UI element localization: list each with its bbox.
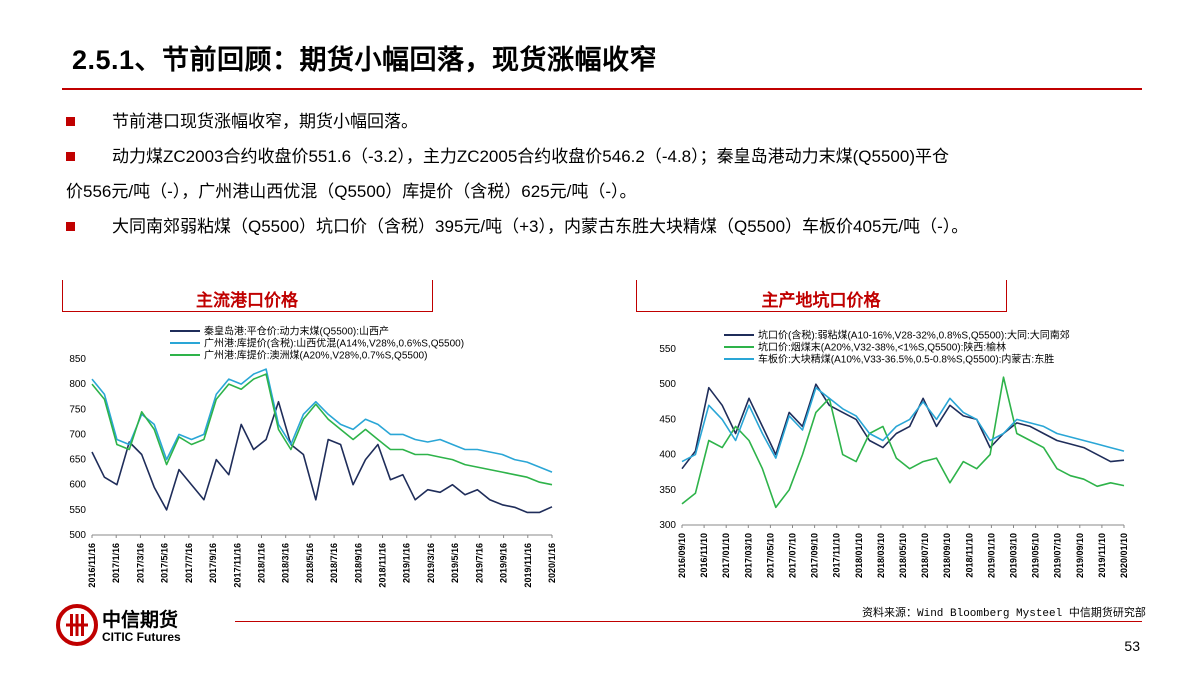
series-line-1: [91, 368, 553, 473]
port-price-chart: 500 550 600 650 700 750 800 850 2016/11/16 2017/1…: [69, 325, 557, 588]
x-tick-label: 2018/3/16: [281, 543, 291, 583]
x-tick-label: 2019/9/16: [499, 543, 509, 583]
x-tick-label: 2019/09/10: [1075, 533, 1085, 578]
y-tick-label: 350: [659, 485, 676, 496]
x-tick-label: 2019/3/16: [426, 543, 436, 583]
x-tick-label: 2019/07/10: [1053, 533, 1063, 578]
y-tick-label: 800: [69, 379, 86, 390]
chart-title-underline: [62, 311, 432, 312]
x-tick-label: 2020/01/10: [1119, 533, 1129, 578]
bullet-text: 节前港口现货涨幅收窄，期货小幅回落。: [112, 112, 418, 131]
page-number: 53: [1124, 638, 1140, 654]
x-tick-label: 2018/9/16: [353, 543, 363, 583]
title-underline: [62, 88, 1142, 90]
series-line-2: [681, 386, 1125, 463]
x-tick-label: 2019/5/16: [450, 543, 460, 583]
x-tick-label: 2019/01/10: [986, 533, 996, 578]
source-note: 资料来源：Wind Bloomberg Mysteel 中信期货研究部: [862, 608, 1146, 620]
legend-entry-1: 坑口价:烟煤末(A20%,V32-38%,<1%S,Q5500):陕西:榆林: [758, 341, 1006, 354]
x-tick-label: 2017/11/10: [832, 533, 842, 578]
chart-title-side: [1006, 280, 1007, 312]
bullet-text: 大同南郊弱粘煤（Q5500）坑口价（含税）395元/吨（+3），内蒙古东胜大块精…: [112, 217, 969, 236]
page-title: 2.5.1、节前回顾：期货小幅回落，现货涨幅收窄: [72, 45, 658, 75]
bullet-square-icon: [66, 222, 75, 231]
x-tick-label: 2018/5/16: [305, 543, 315, 583]
x-tick-label: 2017/09/10: [810, 533, 820, 578]
y-tick-label: 400: [659, 450, 676, 461]
x-tick-label: 2017/11/16: [232, 543, 242, 588]
x-tick-label: 2020/1/16: [547, 543, 557, 583]
x-tick-label: 2018/11/10: [964, 533, 974, 578]
bullet-text: 动力煤ZC2003合约收盘价551.6（-3.2），主力ZC2005合约收盘价5…: [112, 147, 949, 166]
y-tick-label: 600: [69, 480, 86, 491]
bullet-text-continued: 价556元/吨（-），广州港山西优混（Q5500）库提价（含税）625元/吨（-…: [66, 182, 637, 201]
x-tick-label: 2017/03/10: [743, 533, 753, 578]
x-tick-label: 2019/05/10: [1031, 533, 1041, 578]
chart-title-underline: [636, 311, 1006, 312]
legend-entry-1: 广州港:库提价(含税):山西优混(A14%,V28%,0.6%S,Q5500): [204, 337, 464, 350]
x-tick-label: 2018/03/10: [876, 533, 886, 578]
logo-text-en: CITIC Futures: [102, 630, 181, 644]
y-tick-label: 700: [69, 429, 86, 440]
chart-title-side: [62, 280, 63, 312]
legend-entry-2: 车板价:大块精煤(A10%,V33-36.5%,0.5-0.8%S,Q5500)…: [758, 353, 1054, 366]
y-tick-label: 500: [659, 379, 676, 390]
footer-rule: [235, 621, 1142, 622]
x-tick-label: 2017/01/10: [721, 533, 731, 578]
legend-entry-2: 广州港:库提价:澳洲煤(A20%,V28%,0.7%S,Q5500): [204, 349, 427, 362]
y-tick-label: 750: [69, 404, 86, 415]
bullet-item: 节前港口现货涨幅收窄，期货小幅回落。: [66, 104, 1146, 139]
chart-title-mines: 主产地坑口价格: [761, 291, 881, 310]
x-tick-label: 2017/9/16: [208, 543, 218, 583]
x-tick-label: 2017/5/16: [160, 543, 170, 583]
series-line-0: [91, 400, 553, 514]
logo-text-cn: 中信期货: [102, 610, 179, 631]
x-tick-label: 2018/05/10: [898, 533, 908, 578]
x-tick-label: 2018/07/10: [920, 533, 930, 578]
x-tick-label: 2016/11/16: [87, 543, 97, 588]
mine-price-chart: 300 350 400 450 500 550 2016/09/10 2016/11/10 20…: [659, 329, 1129, 579]
bullet-list: 节前港口现货涨幅收窄，期货小幅回落。 动力煤ZC2003合约收盘价551.6（-…: [66, 104, 1146, 244]
chart-title-side: [636, 280, 637, 312]
x-tick-label: 2018/7/16: [329, 543, 339, 583]
citic-logo-icon: [56, 604, 98, 651]
x-tick-label: 2017/1/16: [111, 543, 121, 583]
y-tick-label: 550: [69, 505, 86, 516]
x-tick-label: 2019/1/16: [402, 543, 412, 583]
x-tick-label: 2019/03/10: [1009, 533, 1019, 578]
x-tick-label: 2017/05/10: [765, 533, 775, 578]
chart-title-ports: 主流港口价格: [196, 291, 298, 310]
series-line-2: [91, 373, 553, 486]
x-tick-label: 2017/07/10: [788, 533, 798, 578]
y-tick-label: 850: [69, 354, 86, 365]
series-line-0: [681, 383, 1125, 470]
y-tick-label: 450: [659, 414, 676, 425]
bullet-square-icon: [66, 117, 75, 126]
chart-title-side: [432, 280, 433, 312]
x-tick-label: 2019/7/16: [474, 543, 484, 583]
x-tick-label: 2018/1/16: [256, 543, 266, 583]
x-tick-label: 2018/11/16: [378, 543, 388, 588]
legend-entry-0: 坑口价(含税):弱粘煤(A10-16%,V28-32%,0.8%S,Q5500)…: [758, 329, 1070, 342]
x-tick-label: 2019/11/16: [523, 543, 533, 588]
y-tick-label: 550: [659, 344, 676, 355]
bullet-item: 大同南郊弱粘煤（Q5500）坑口价（含税）395元/吨（+3），内蒙古东胜大块精…: [66, 209, 1146, 244]
x-tick-label: 2016/09/10: [677, 533, 687, 578]
bullet-square-icon: [66, 152, 75, 161]
x-tick-label: 2017/3/16: [135, 543, 145, 583]
y-tick-label: 650: [69, 455, 86, 466]
legend-entry-0: 秦皇岛港:平仓价:动力末煤(Q5500):山西产: [204, 325, 389, 338]
bullet-item: 动力煤ZC2003合约收盘价551.6（-3.2），主力ZC2005合约收盘价5…: [66, 139, 1146, 209]
x-tick-label: 2017/7/16: [184, 543, 194, 583]
y-tick-label: 500: [69, 530, 86, 541]
x-tick-label: 2019/11/10: [1097, 533, 1107, 578]
y-tick-label: 300: [659, 520, 676, 531]
x-tick-label: 2018/01/10: [854, 533, 864, 578]
x-tick-label: 2018/09/10: [942, 533, 952, 578]
x-tick-label: 2016/11/10: [699, 533, 709, 578]
series-line-1: [681, 376, 1125, 509]
